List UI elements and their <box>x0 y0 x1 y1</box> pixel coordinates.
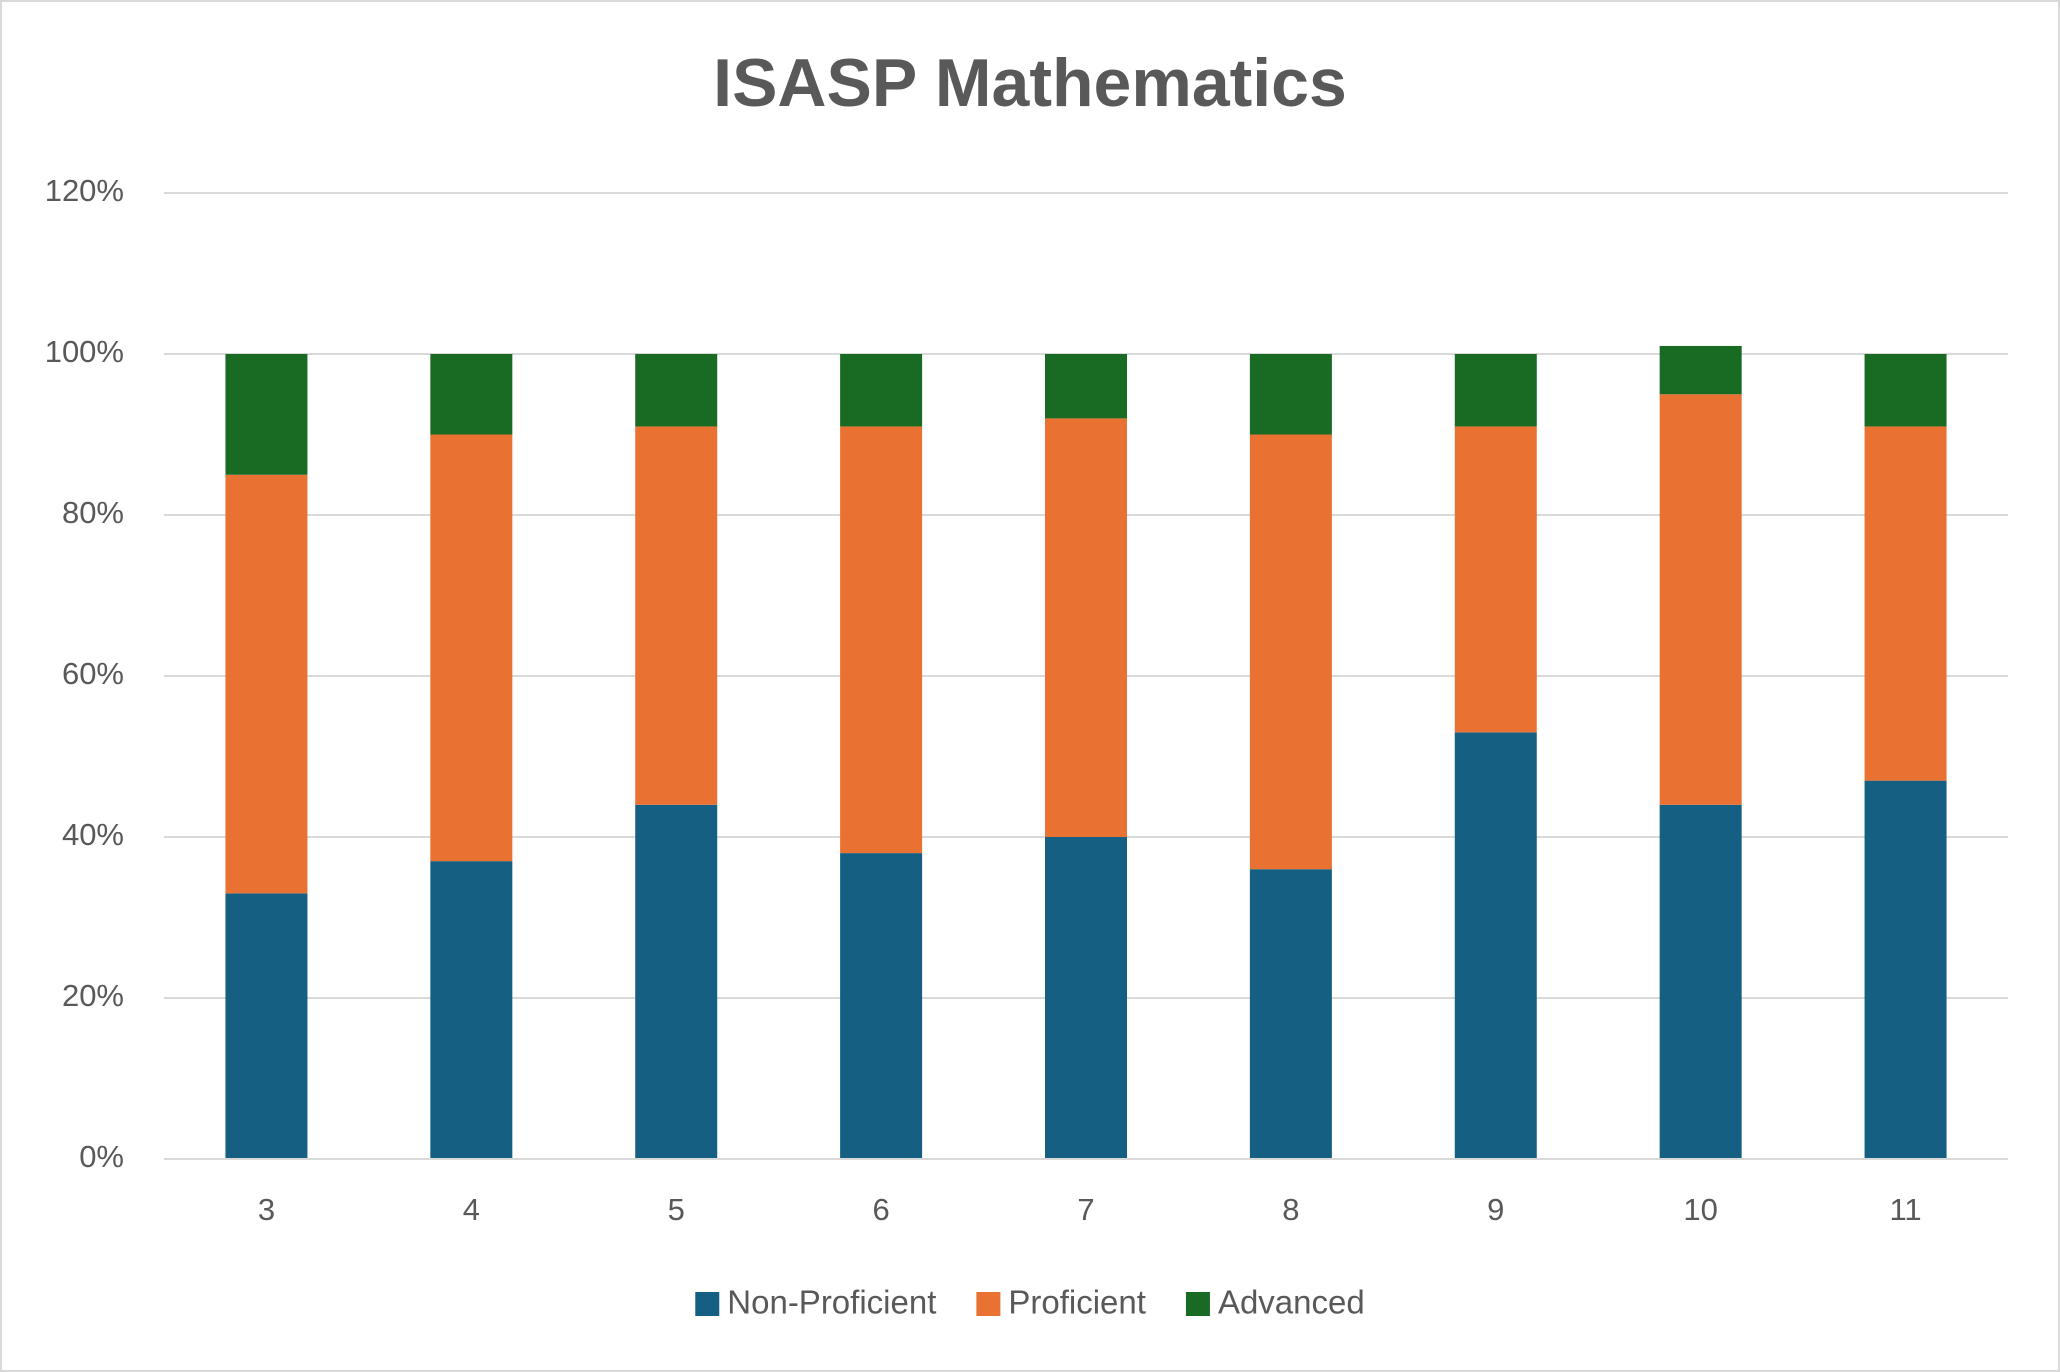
bar-segment <box>1659 804 1742 1159</box>
bar-segment <box>840 426 923 854</box>
legend-swatch <box>976 1292 1001 1316</box>
legend-swatch <box>1185 1292 1210 1316</box>
x-tick-label: 7 <box>1077 1192 1094 1227</box>
bar-segment <box>1864 426 1947 781</box>
x-tick-label: 6 <box>872 1192 889 1227</box>
bar-segment <box>635 426 718 805</box>
y-tick-label: 20% <box>62 978 124 1013</box>
y-tick-label: 80% <box>62 495 124 530</box>
bar-segment <box>1249 354 1332 435</box>
bar-segment <box>635 804 718 1159</box>
bar-segment <box>1249 434 1332 870</box>
bar-segment <box>840 354 923 427</box>
bar-segment <box>635 354 718 427</box>
bar-segment <box>225 893 308 1159</box>
y-tick-label: 40% <box>62 817 124 852</box>
x-tick-label: 9 <box>1487 1192 1504 1227</box>
bar-segment <box>840 853 923 1159</box>
bar-segment <box>1454 732 1537 1159</box>
bar-segment <box>225 474 308 894</box>
bar-segment <box>1454 426 1537 733</box>
chart-title: ISASP Mathematics <box>713 45 1347 121</box>
y-tick-label: 100% <box>45 334 124 369</box>
y-tick-label: 60% <box>62 656 124 691</box>
x-tick-label: 3 <box>258 1192 275 1227</box>
bar-segment <box>1659 394 1742 805</box>
bar-segment <box>1045 354 1127 419</box>
bar-segment <box>430 861 513 1159</box>
x-tick-label: 4 <box>463 1192 480 1227</box>
bar-segment <box>1454 354 1537 427</box>
bar-segment <box>1864 780 1947 1159</box>
bar-segment <box>225 354 308 475</box>
x-tick-label: 8 <box>1282 1192 1299 1227</box>
bar-segment <box>430 434 513 862</box>
bar-segment <box>1249 869 1332 1159</box>
legend-label: Proficient <box>1008 1284 1146 1321</box>
bar-segment <box>1045 418 1127 837</box>
legend-label: Advanced <box>1218 1284 1365 1321</box>
y-tick-label: 0% <box>79 1139 124 1174</box>
x-tick-label: 10 <box>1683 1192 1717 1227</box>
bar-segment <box>1864 354 1947 427</box>
legend-swatch <box>695 1292 720 1316</box>
bar-segment <box>1045 837 1127 1159</box>
bar-segment <box>1659 345 1742 395</box>
y-tick-label: 120% <box>45 173 124 208</box>
x-tick-label: 5 <box>668 1192 685 1227</box>
bar-segment <box>430 354 513 435</box>
x-tick-label: 11 <box>1889 1192 1921 1227</box>
legend-label: Non-Proficient <box>727 1284 936 1321</box>
